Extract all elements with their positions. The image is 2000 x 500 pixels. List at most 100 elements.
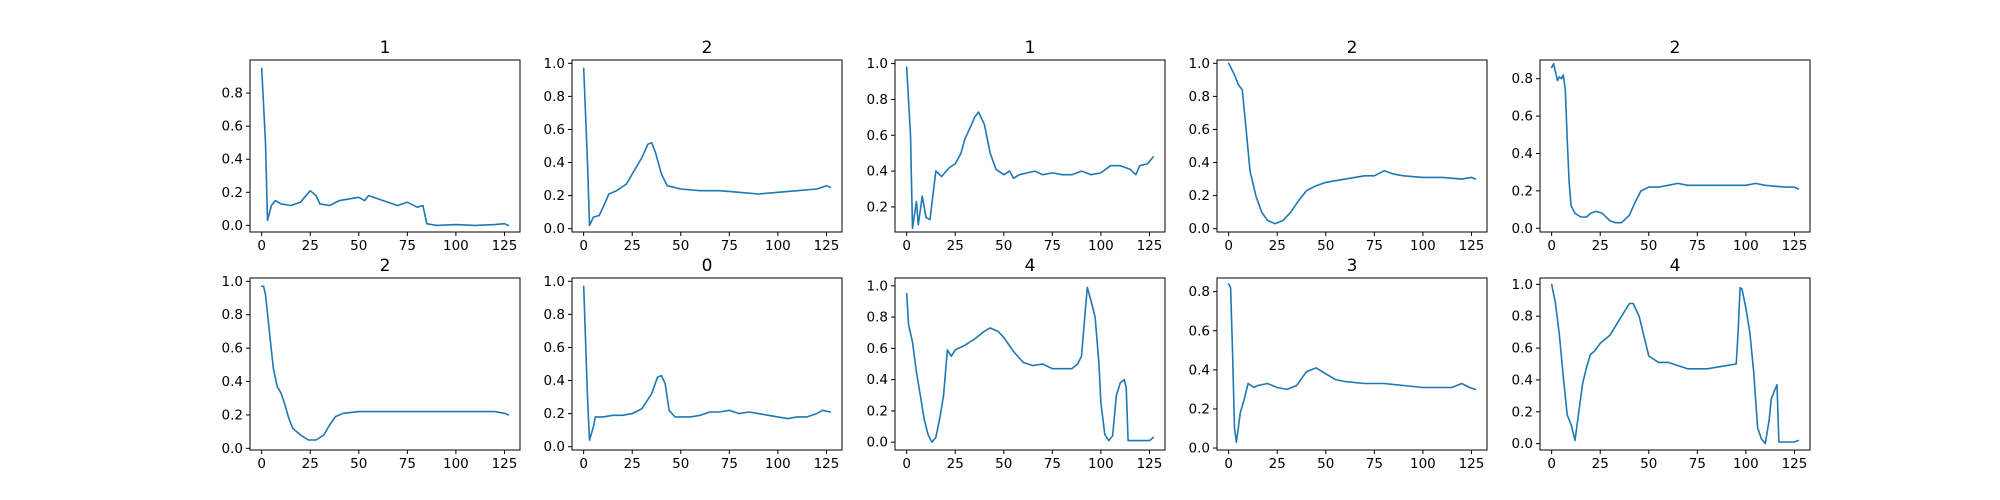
x-tick-label: 0: [579, 238, 588, 254]
subplot-title: 2: [1347, 38, 1358, 58]
x-tick-label: 125: [1459, 456, 1485, 472]
axes-frame: [249, 59, 521, 233]
series-line: [905, 286, 1155, 443]
x-tick-label: 75: [721, 238, 738, 254]
y-tick-label: 0.8: [867, 310, 888, 326]
x-tick-label: 75: [399, 238, 416, 254]
y-tick-label: 0.2: [544, 188, 565, 204]
y-tick-label: 0.4: [544, 155, 565, 171]
y-tick-label: 0.6: [1189, 323, 1210, 339]
y-tick-label: 0.6: [1189, 122, 1210, 138]
x-tick-label: 50: [1640, 238, 1657, 254]
series-line: [1550, 62, 1800, 224]
y-tick-label: 0.8: [1189, 89, 1210, 105]
y-tick-label: 0.0: [222, 441, 243, 457]
x-tick-label: 0: [902, 238, 911, 254]
y-tick-label: 0.0: [867, 435, 888, 451]
x-tick-label: 100: [443, 238, 469, 254]
x-tick-label: 125: [1782, 238, 1808, 254]
x-tick-label: 125: [1137, 456, 1163, 472]
x-tick-label: 25: [1269, 456, 1286, 472]
x-tick-label: 100: [443, 456, 469, 472]
y-tick-label: 0.6: [867, 128, 888, 144]
y-tick-label: 0.2: [1512, 183, 1533, 199]
y-tick-label: 0.8: [1512, 309, 1533, 325]
x-tick-label: 50: [1317, 238, 1334, 254]
x-tick-label: 25: [1269, 238, 1286, 254]
y-tick-label: 0.0: [1189, 221, 1210, 237]
y-tick-label: 0.2: [867, 403, 888, 419]
y-tick-label: 1.0: [867, 278, 888, 294]
x-tick-label: 25: [947, 238, 964, 254]
x-tick-label: 50: [995, 456, 1012, 472]
series-line: [905, 66, 1155, 230]
subplot-3: 1 0 25 50 75 100 125 0.2 0.4 0.6 0.8 1.0: [867, 38, 1166, 254]
x-tick-label: 0: [1224, 238, 1233, 254]
y-tick-label: 0.6: [222, 119, 243, 135]
y-tick-label: 0.0: [1512, 221, 1533, 237]
y-tick-label: 0.4: [544, 373, 565, 389]
subplot-title: 4: [1670, 256, 1681, 276]
subplot-title: 2: [1670, 38, 1681, 58]
subplot-title: 1: [1025, 38, 1036, 58]
x-tick-label: 75: [1044, 456, 1061, 472]
y-tick-label: 0.8: [544, 307, 565, 323]
x-tick-label: 125: [814, 456, 840, 472]
subplot-title: 1: [380, 38, 391, 58]
subplot-title: 2: [702, 38, 713, 58]
x-tick-label: 0: [1547, 238, 1556, 254]
y-tick-label: 1.0: [544, 56, 565, 72]
y-tick-label: 0.2: [1189, 188, 1210, 204]
y-tick-label: 0.0: [1189, 441, 1210, 457]
y-tick-label: 0.0: [544, 439, 565, 455]
x-tick-label: 0: [579, 456, 588, 472]
y-tick-label: 1.0: [544, 274, 565, 290]
y-tick-label: 0.2: [222, 185, 243, 201]
y-tick-label: 0.6: [867, 341, 888, 357]
x-tick-label: 125: [492, 238, 518, 254]
y-tick-label: 0.0: [1512, 436, 1533, 452]
y-tick-label: 0.4: [867, 372, 888, 388]
y-tick-label: 0.4: [222, 152, 243, 168]
x-tick-label: 100: [1733, 456, 1759, 472]
x-tick-label: 75: [1689, 238, 1706, 254]
x-tick-label: 50: [350, 456, 367, 472]
y-tick-label: 0.4: [867, 164, 888, 180]
series-line: [1227, 62, 1477, 225]
axes-frame: [1216, 277, 1488, 451]
y-tick-label: 0.8: [222, 86, 243, 102]
x-tick-label: 125: [1782, 456, 1808, 472]
axes-frame: [894, 277, 1166, 451]
x-tick-label: 100: [765, 238, 791, 254]
subplot-title: 2: [380, 256, 391, 276]
series-line: [1227, 283, 1477, 443]
y-tick-label: 0.6: [1512, 109, 1533, 125]
y-tick-label: 0.6: [544, 340, 565, 356]
y-tick-label: 0.6: [222, 341, 243, 357]
x-tick-label: 25: [947, 456, 964, 472]
y-tick-label: 0.8: [222, 307, 243, 323]
series-line: [582, 285, 832, 441]
x-tick-label: 125: [1137, 238, 1163, 254]
x-tick-label: 75: [1689, 456, 1706, 472]
x-tick-label: 100: [1733, 238, 1759, 254]
x-tick-label: 75: [721, 456, 738, 472]
y-tick-label: 0.4: [222, 374, 243, 390]
y-tick-label: 0.4: [1189, 362, 1210, 378]
y-tick-label: 1.0: [867, 56, 888, 72]
axes-frame: [894, 59, 1166, 233]
x-tick-label: 0: [257, 456, 266, 472]
y-tick-label: 0.2: [1512, 404, 1533, 420]
y-tick-label: 0.8: [544, 89, 565, 105]
y-tick-label: 1.0: [1512, 277, 1533, 293]
y-tick-label: 0.8: [1189, 284, 1210, 300]
y-tick-label: 0.4: [1512, 146, 1533, 162]
x-tick-label: 50: [1317, 456, 1334, 472]
axes-frame: [571, 59, 843, 233]
y-tick-label: 0.6: [1512, 341, 1533, 357]
subplot-9: 3 0 25 50 75 100 125 0.0 0.2 0.4 0.6 0.8: [1189, 256, 1488, 472]
subplot-title: 3: [1347, 256, 1358, 276]
axes-frame: [1539, 277, 1811, 451]
subplot-4: 2 0 25 50 75 100 125 0.0 0.2 0.4 0.6 0.8 1.0: [1189, 38, 1488, 254]
